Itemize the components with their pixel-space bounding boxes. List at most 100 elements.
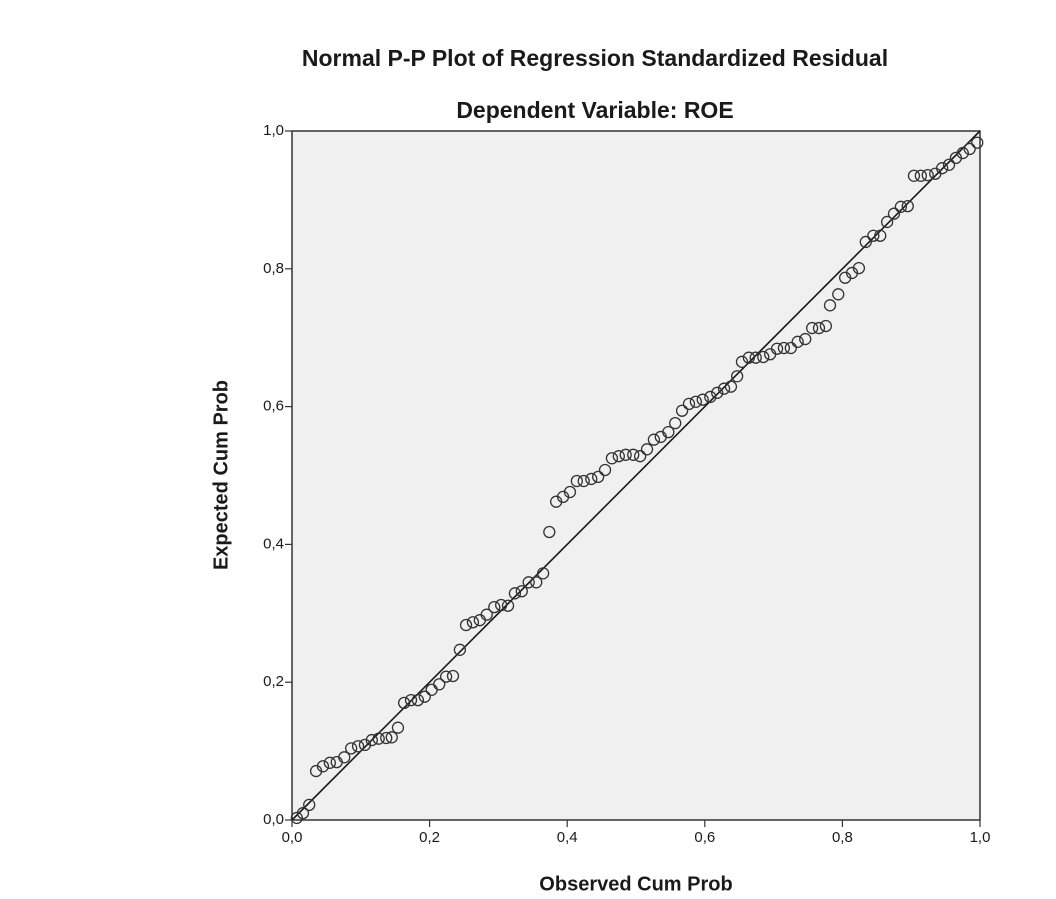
point — [627, 448, 640, 461]
point — [682, 397, 696, 410]
point — [296, 806, 310, 820]
point — [749, 351, 762, 364]
point — [717, 382, 731, 395]
point — [585, 472, 598, 486]
point — [380, 731, 393, 745]
y-tick-label: 0,4 — [263, 535, 284, 552]
point — [669, 416, 682, 430]
point — [316, 760, 330, 773]
point — [730, 370, 744, 383]
point — [805, 321, 819, 335]
x-tick-label: 0,8 — [832, 829, 853, 846]
point — [466, 616, 480, 629]
point — [711, 386, 724, 399]
point — [372, 732, 385, 745]
point — [570, 474, 583, 488]
point — [963, 142, 976, 156]
point — [488, 600, 501, 614]
point — [894, 200, 908, 213]
point — [791, 335, 804, 348]
point — [887, 207, 901, 220]
point — [874, 229, 887, 242]
point — [605, 452, 619, 465]
point — [323, 756, 336, 769]
point — [956, 146, 969, 160]
point — [446, 669, 460, 683]
chart-title: Normal P-P Plot of Regression Standardiz… — [302, 45, 888, 71]
point — [515, 585, 528, 598]
point — [351, 740, 365, 753]
point — [647, 433, 661, 446]
point — [799, 332, 812, 346]
point — [612, 450, 625, 463]
x-tick-label: 0,4 — [557, 829, 578, 846]
point — [619, 448, 632, 461]
point — [689, 395, 703, 408]
x-tick-label: 1,0 — [970, 829, 991, 846]
point — [365, 733, 378, 747]
y-tick-label: 1,0 — [263, 122, 284, 139]
point — [459, 618, 473, 632]
point — [901, 199, 914, 213]
point — [530, 576, 543, 589]
point — [522, 576, 535, 589]
y-tick-label: 0,6 — [263, 398, 284, 415]
point — [480, 608, 493, 621]
point — [823, 299, 837, 312]
y-tick-label: 0,2 — [263, 673, 284, 690]
point — [704, 390, 717, 404]
y-tick-label: 0,8 — [263, 260, 284, 277]
point — [439, 670, 453, 683]
point — [819, 319, 833, 333]
point — [777, 341, 791, 355]
point — [832, 288, 845, 301]
point — [784, 341, 797, 355]
point — [433, 678, 446, 691]
point — [880, 215, 894, 229]
point — [914, 169, 927, 182]
point — [391, 721, 405, 734]
x-tick-label: 0,6 — [694, 829, 715, 846]
point — [921, 168, 934, 182]
point — [598, 463, 612, 477]
point — [385, 731, 398, 744]
chart-subtitle: Dependent Variable: ROE — [456, 97, 733, 123]
point — [867, 229, 880, 242]
point — [563, 485, 577, 499]
point — [724, 380, 738, 393]
point — [675, 404, 689, 417]
point — [404, 693, 418, 707]
point — [859, 235, 872, 249]
point — [757, 350, 770, 364]
point — [543, 525, 556, 539]
point — [852, 261, 866, 275]
point — [397, 696, 411, 710]
point — [508, 587, 522, 600]
y-tick-label: 0,0 — [263, 811, 284, 828]
point — [735, 355, 749, 368]
point — [338, 751, 351, 764]
point — [812, 321, 826, 335]
point — [418, 690, 431, 703]
point — [592, 470, 605, 484]
point — [942, 158, 956, 171]
point — [453, 643, 467, 656]
point — [345, 742, 358, 755]
point — [411, 693, 425, 707]
point — [770, 342, 784, 355]
reference-line — [291, 130, 981, 821]
point — [696, 393, 709, 406]
point — [495, 598, 508, 612]
y-axis-title: Expected Cum Prob — [210, 380, 232, 570]
point — [633, 450, 647, 463]
x-tick-label: 0,0 — [282, 829, 303, 846]
point — [662, 425, 675, 439]
point — [742, 351, 755, 364]
point — [971, 136, 984, 149]
point — [936, 162, 949, 175]
point — [536, 567, 550, 580]
point — [303, 798, 316, 811]
x-tick-label: 0,2 — [419, 829, 440, 846]
point — [577, 474, 590, 488]
